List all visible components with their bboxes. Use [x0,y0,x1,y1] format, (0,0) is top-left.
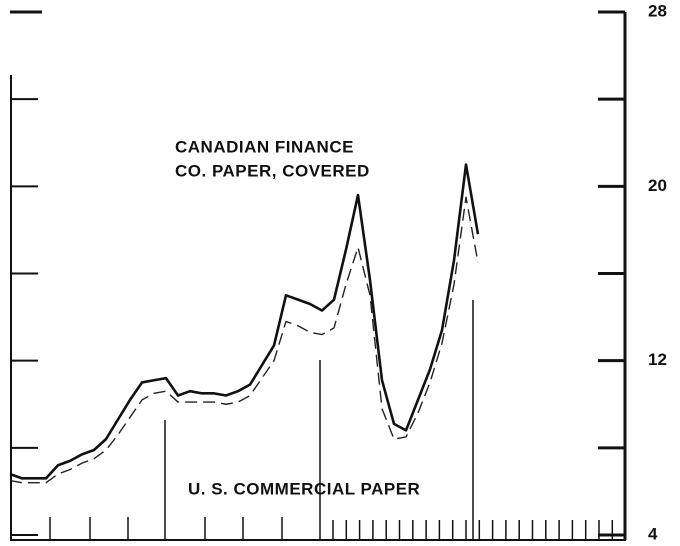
y-tick-label: 4 [648,524,658,543]
annotation: CANADIAN FINANCE [175,137,354,156]
series-line [9,196,479,484]
y-tick-label: 12 [648,350,667,369]
annotation: U. S. COMMERCIAL PAPER [188,479,420,498]
annotation: CO. PAPER, COVERED [175,161,370,180]
y-tick-label: 28 [648,1,667,20]
series-line [9,163,480,480]
y-tick-label: 20 [648,176,667,195]
